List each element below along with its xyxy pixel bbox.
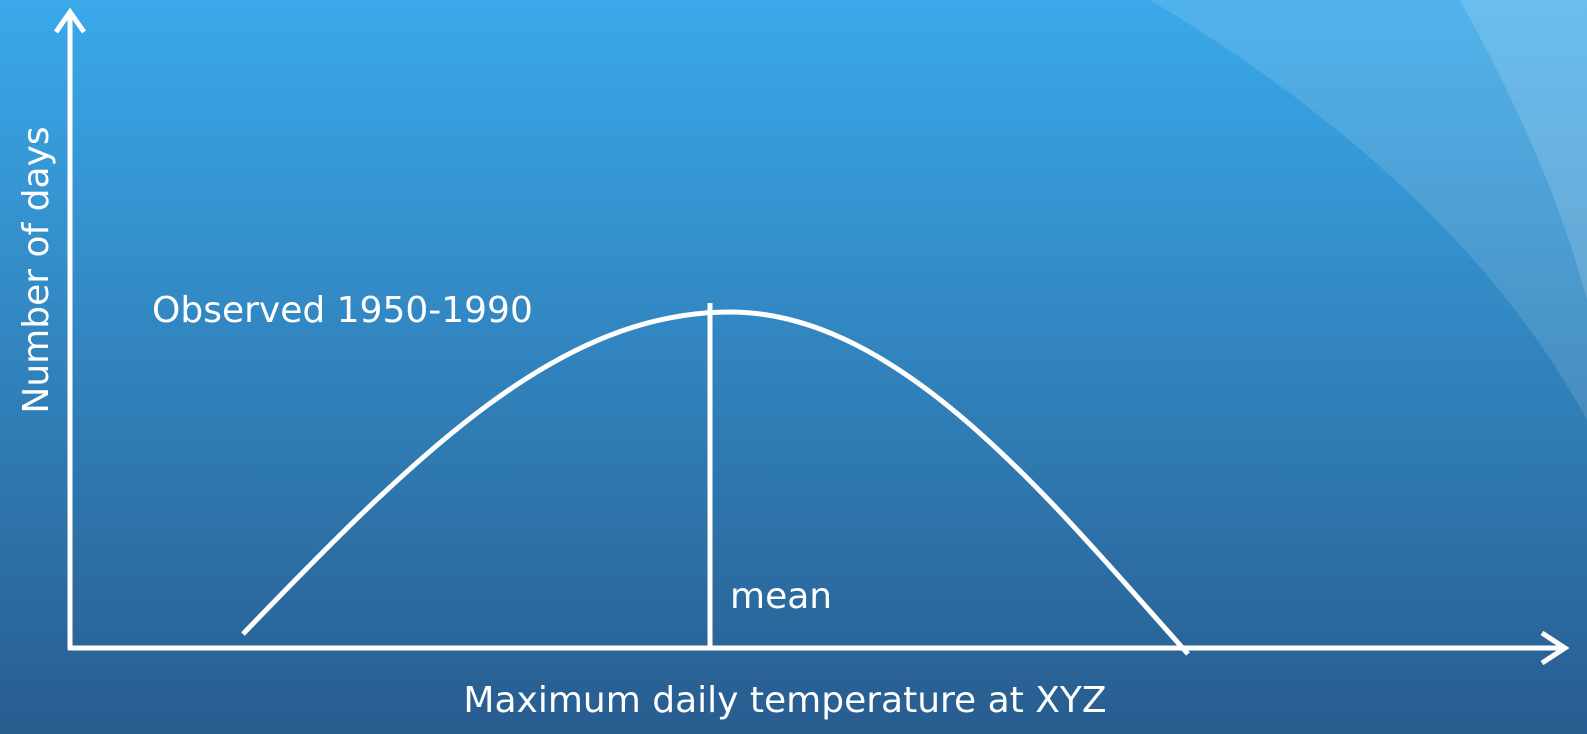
x-axis-label: Maximum daily temperature at XYZ <box>463 680 1106 721</box>
y-axis-label: Number of days <box>16 126 57 413</box>
decor-arc <box>1460 0 1587 300</box>
curve-label: Observed 1950-1990 <box>152 290 533 331</box>
axes <box>53 7 1570 666</box>
distribution-curve <box>241 309 1190 656</box>
decor-arc <box>1150 0 1587 420</box>
y-arrow <box>53 7 87 34</box>
mean-label: mean <box>730 576 832 617</box>
x-arrow <box>1540 630 1570 666</box>
